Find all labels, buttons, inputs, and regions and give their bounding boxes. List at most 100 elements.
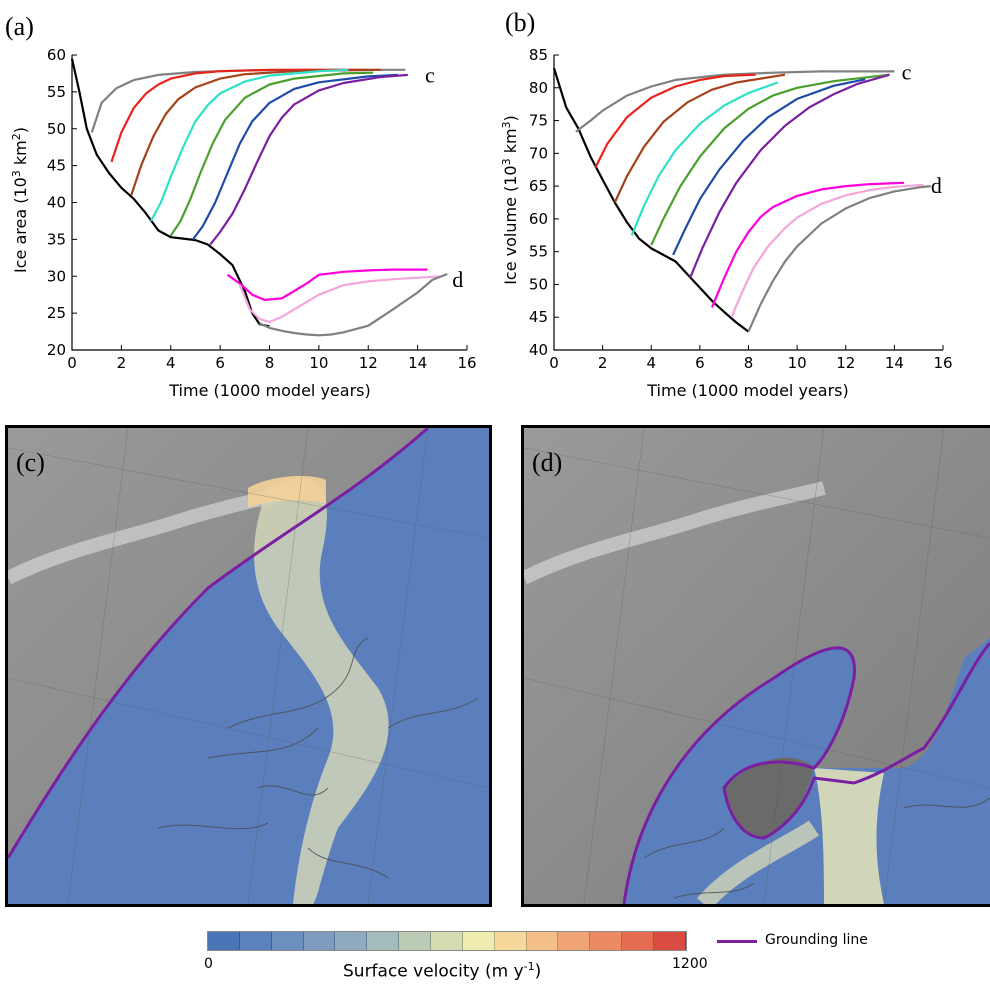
colorbar-min-label: 0 — [204, 956, 213, 972]
colorbar-swatch — [526, 932, 559, 950]
y-tick-label: 65 — [529, 177, 548, 195]
series-line — [259, 272, 448, 337]
x-tick-label: 14 — [885, 354, 904, 372]
y-tick-label: 45 — [47, 157, 66, 175]
x-tick-label: 12 — [836, 354, 855, 372]
x-tick-label: 4 — [166, 354, 176, 372]
x-tick-label: 6 — [215, 354, 225, 372]
y-tick-label: 70 — [529, 144, 548, 162]
y-tick-label: 55 — [47, 83, 66, 101]
ice-area-ylabel: Ice area (103 km2) — [10, 127, 31, 273]
series-line — [226, 268, 428, 301]
panel-d-tag: (d) — [532, 448, 563, 477]
colorbar-title: Surface velocity (m y-1) — [343, 960, 542, 982]
series-line — [672, 78, 866, 256]
x-tick-label: 2 — [598, 354, 608, 372]
y-tick-label: 80 — [529, 79, 548, 97]
grounding-line-legend-label: Grounding line — [765, 932, 868, 948]
y-tick-label: 50 — [529, 275, 548, 293]
series-annotation: c — [902, 60, 912, 85]
x-tick-label: 6 — [695, 354, 705, 372]
series-line — [209, 73, 408, 246]
ice-volume-ylabel: Ice volume (103 km3) — [500, 115, 521, 285]
series-line — [130, 68, 381, 196]
x-tick-label: 2 — [117, 354, 127, 372]
axis-frame — [553, 55, 943, 351]
ice-area-series: cd — [70, 58, 463, 337]
x-tick-label: 16 — [933, 354, 952, 372]
y-tick-label: 40 — [529, 341, 548, 359]
map-panel-d: (d) — [521, 425, 990, 907]
x-tick-label: 0 — [67, 354, 77, 372]
x-tick-label: 10 — [309, 354, 328, 372]
series-line — [192, 73, 398, 241]
series-line — [169, 71, 374, 237]
map-panel-c: (c) — [5, 425, 492, 907]
ice-area-axes: 0 2 4 6 8 10 12 14 16 20 25 30 35 40 45 50 55 60 — [47, 46, 477, 372]
y-tick-label: 35 — [47, 230, 66, 248]
colorbar-swatch — [590, 932, 623, 950]
map-c-image — [8, 428, 489, 904]
y-tick-label: 30 — [47, 267, 66, 285]
x-tick-label: 0 — [549, 354, 559, 372]
panel-c-tag: (c) — [16, 448, 45, 477]
series-line — [630, 81, 779, 236]
grounding-line-legend-swatch — [717, 940, 757, 943]
y-tick-label: 55 — [529, 243, 548, 261]
series-line — [594, 73, 756, 169]
series-line — [613, 73, 786, 203]
series-annotation: d — [931, 173, 942, 198]
colorbar-max-label: 1200 — [672, 956, 708, 972]
colorbar-swatch — [622, 932, 655, 950]
panel-b-tag: (b) — [505, 8, 536, 37]
series-line — [150, 68, 349, 222]
series-line — [747, 185, 931, 333]
y-tick-label: 20 — [47, 341, 66, 359]
series-line — [238, 275, 443, 324]
colorbar-swatch — [367, 932, 400, 950]
velocity-colorbar — [207, 931, 687, 951]
x-tick-label: 8 — [744, 354, 754, 372]
colorbar-swatch — [431, 932, 463, 950]
x-tick-label: 14 — [408, 354, 427, 372]
series-line — [689, 73, 890, 279]
y-tick-label: 75 — [529, 112, 548, 130]
ice-volume-axes: 0 2 4 6 8 10 12 14 16 40 45 50 55 60 65 70 75 80 85 — [529, 46, 953, 372]
series-line — [70, 58, 270, 328]
colorbar-swatch — [654, 932, 686, 950]
ice-volume-series: cd — [552, 60, 942, 333]
x-tick-label: 8 — [265, 354, 275, 372]
colorbar-swatch — [558, 932, 591, 950]
y-tick-label: 85 — [529, 46, 548, 64]
y-tick-label: 25 — [47, 304, 66, 322]
series-line — [650, 73, 890, 246]
ice-area-xlabel: Time (1000 model years) — [168, 381, 370, 400]
series-line — [710, 181, 905, 308]
series-line — [730, 183, 924, 318]
x-tick-label: 10 — [788, 354, 807, 372]
series-annotation: d — [452, 267, 463, 292]
colorbar-swatch — [399, 932, 432, 950]
y-tick-label: 40 — [47, 194, 66, 212]
y-tick-label: 60 — [529, 210, 548, 228]
y-tick-label: 45 — [529, 308, 548, 326]
series-line — [110, 68, 369, 163]
colorbar-swatch — [494, 932, 527, 950]
ice-volume-xlabel: Time (1000 model years) — [646, 381, 848, 400]
colorbar-swatch — [239, 932, 272, 950]
axis-frame — [71, 55, 467, 351]
map-d-image — [524, 428, 990, 904]
grounding-line-c — [8, 428, 429, 859]
panel-a-tag: (a) — [5, 12, 34, 41]
x-tick-label: 16 — [457, 354, 476, 372]
x-tick-label: 4 — [646, 354, 656, 372]
colorbar-swatch — [462, 932, 495, 950]
colorbar-swatch — [271, 932, 304, 950]
series-line — [575, 70, 895, 133]
y-tick-label: 60 — [47, 46, 66, 64]
series-line — [552, 67, 750, 333]
x-tick-label: 12 — [359, 354, 378, 372]
colorbar-swatch — [208, 932, 240, 950]
colorbar-swatch — [303, 932, 336, 950]
